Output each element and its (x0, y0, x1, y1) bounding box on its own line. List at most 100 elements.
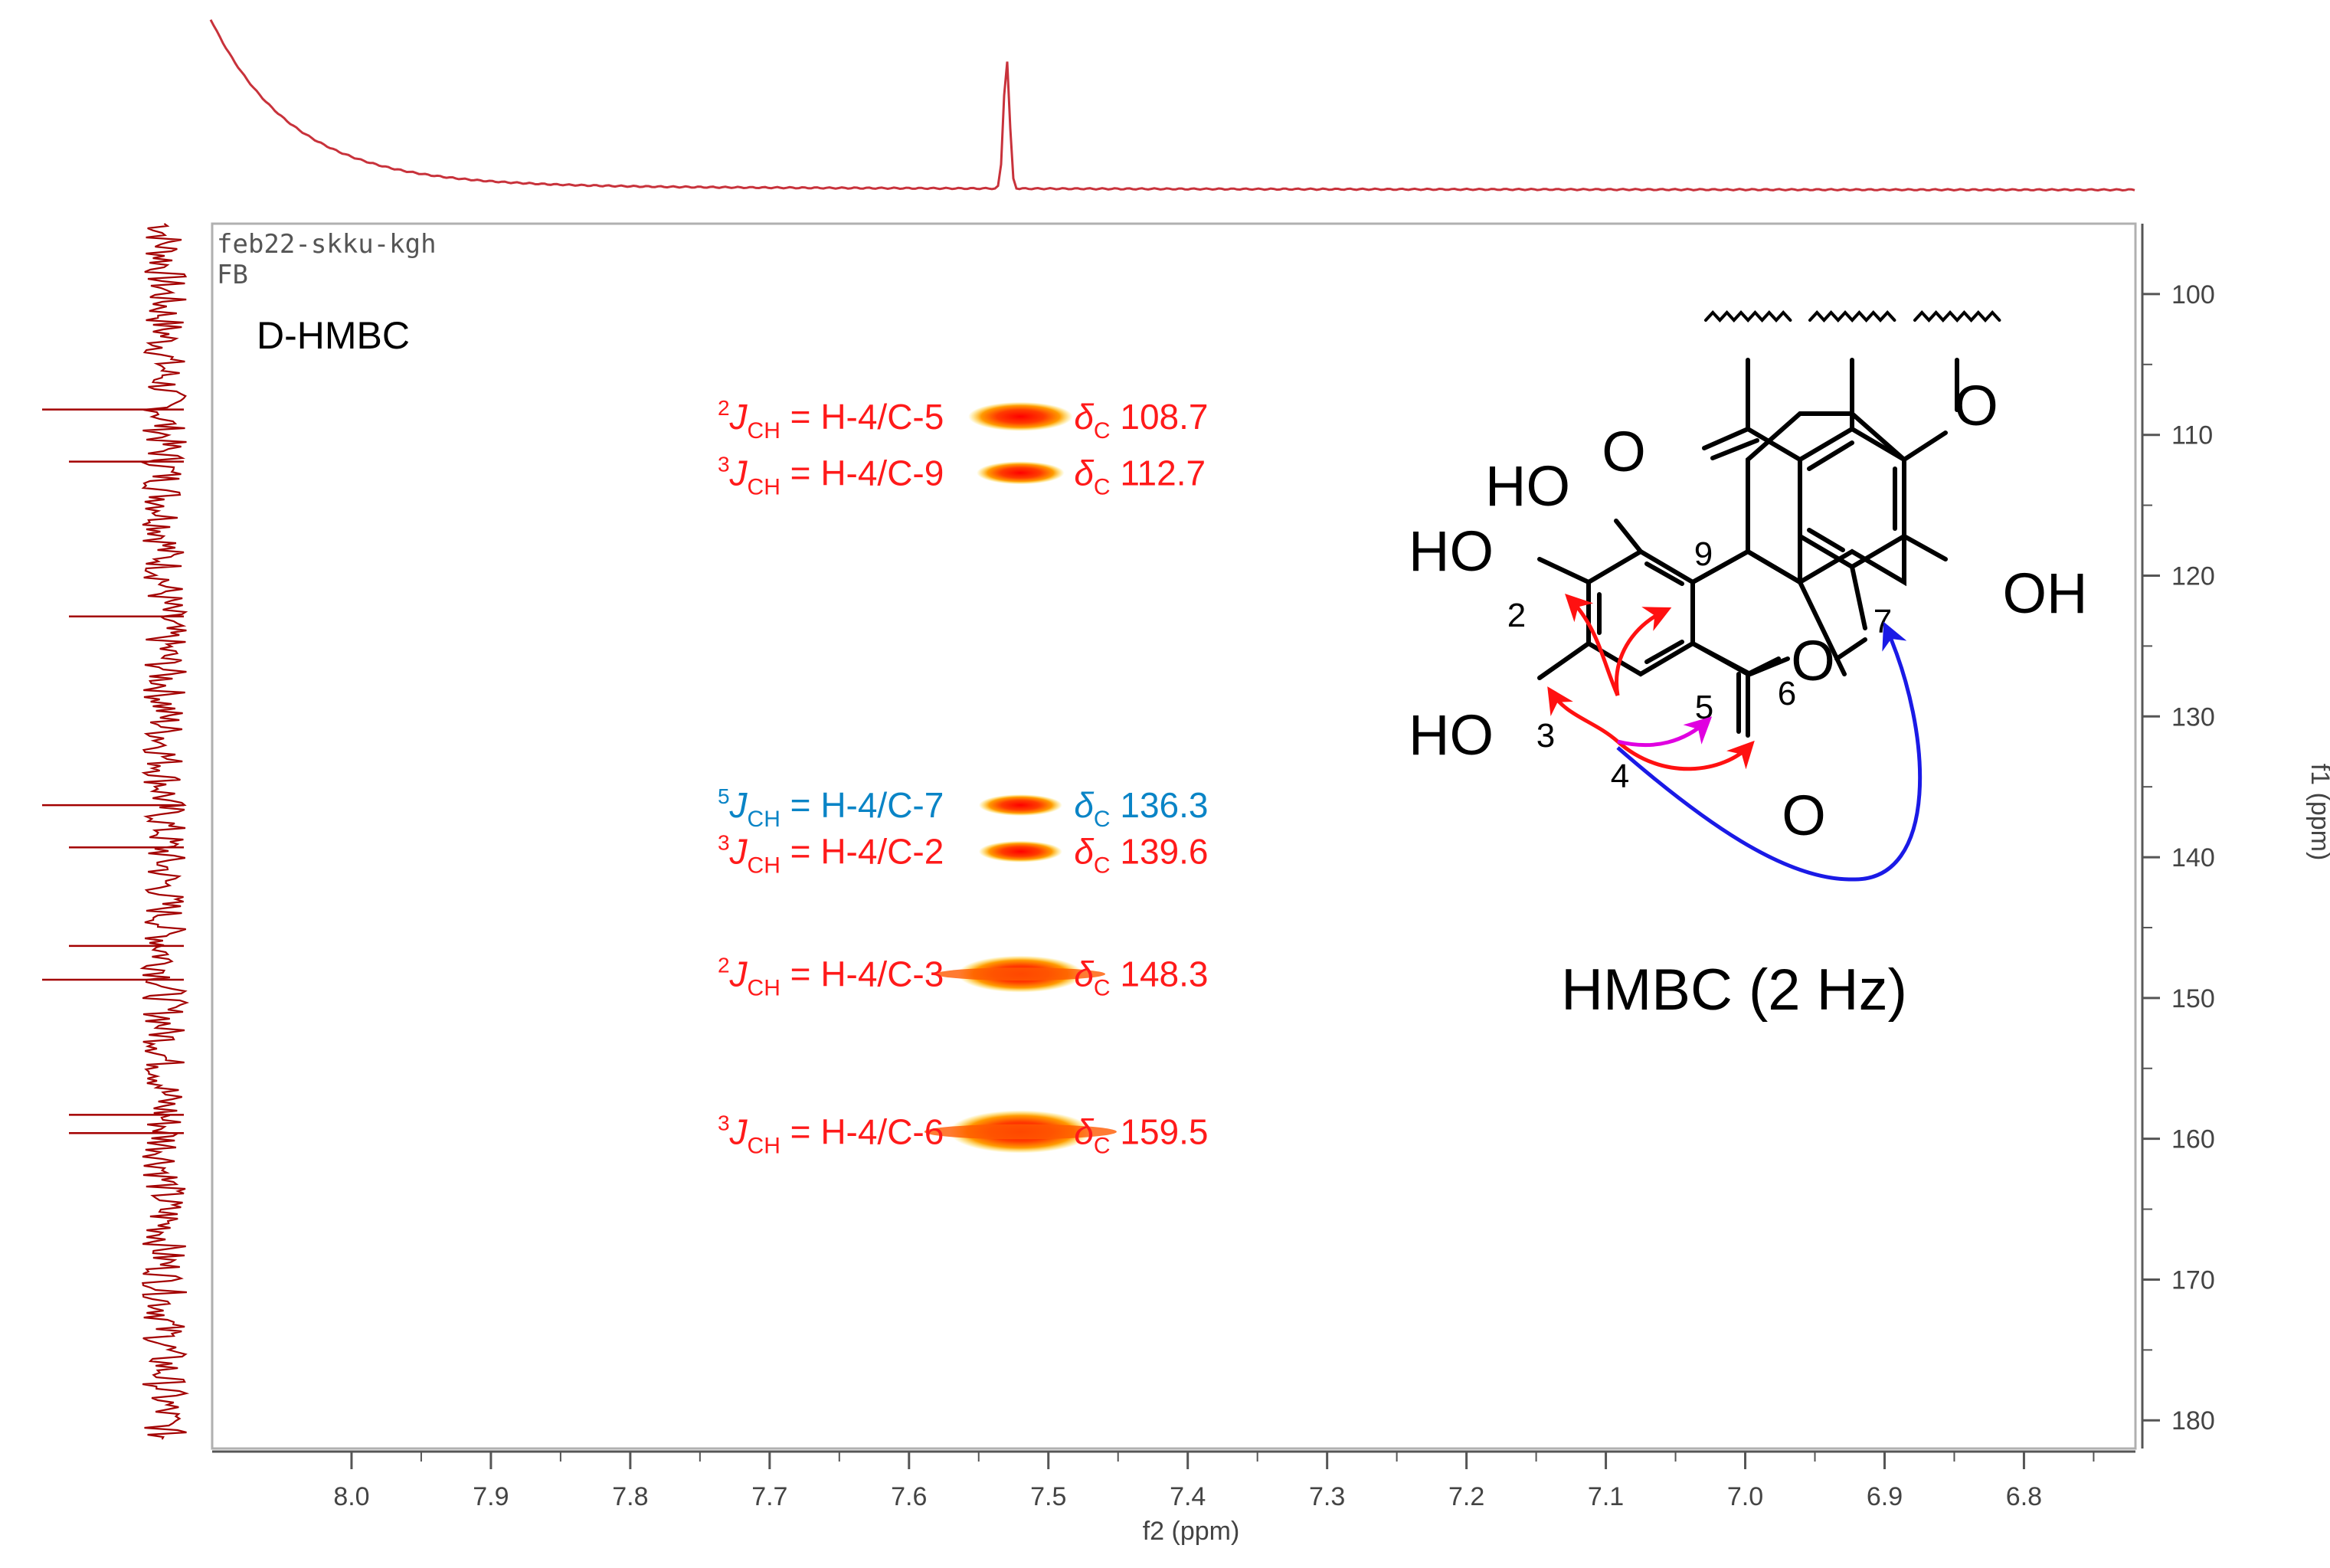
y-tick-label: 170 (2171, 1265, 2215, 1295)
atom-label: OH (2003, 561, 2088, 625)
red-arrow-to-c3 (1547, 686, 1619, 743)
x-tick-label: 7.2 (1448, 1482, 1484, 1511)
cross-peak-1 (977, 461, 1065, 485)
right-ring-bonds (1746, 411, 1906, 587)
cross-peak-tail (924, 1124, 1117, 1140)
x-tick-label: 7.8 (612, 1482, 648, 1511)
atom-label: HO (1409, 703, 1494, 767)
cross-peak-3 (978, 840, 1062, 863)
bond-3 (1690, 549, 1750, 584)
x-tick-label: 7.7 (751, 1482, 787, 1511)
chemical-shift-label: δC 112.7 (1074, 453, 1206, 499)
chemical-shift-label: δC 148.3 (1074, 954, 1208, 1001)
y-tick-label: 110 (2171, 421, 2213, 450)
carbon-projection-noise (139, 223, 190, 1440)
y-tick-label: 130 (2171, 702, 2215, 732)
bond-16 (1807, 440, 1854, 471)
attachment-wavy-0 (1704, 310, 1792, 322)
cross-peak-annotations: 2JCH = H-4/C-5 δC 108.7 3JCH = H-4/C-9 δC 1… (718, 396, 1209, 1159)
y-tick-label: 120 (2171, 561, 2215, 591)
atom-number: 2 (1507, 597, 1526, 634)
x-tick-label: 7.4 (1170, 1482, 1206, 1511)
experiment-id: feb22-skku-kgh (217, 229, 437, 260)
magenta-arrow-to-c5 (1617, 716, 1713, 748)
attachment-wavy-2 (1913, 310, 2001, 322)
x-tick-label: 7.1 (1588, 1482, 1624, 1511)
atom-label: O (1791, 629, 1835, 692)
bond-1 (1537, 557, 1591, 584)
cross-peak-tail (935, 967, 1106, 981)
carbon-projection-trace (42, 223, 190, 1440)
chemical-shift-label: δC 108.7 (1074, 397, 1208, 444)
x-tick-label: 8.0 (333, 1482, 369, 1511)
atom-number: 6 (1778, 675, 1796, 712)
bond-18 (1807, 528, 1845, 552)
x-tick-label: 6.9 (1867, 1482, 1903, 1511)
y-axis: 100 110 120 130 140 150 160 170 180 (2141, 224, 2215, 1449)
coupling-label: 3JCH = H-4/C-9 (718, 452, 944, 499)
x-tick-label: 7.5 (1030, 1482, 1066, 1511)
atom-number: 5 (1695, 689, 1713, 726)
bond-27 (1902, 534, 1948, 561)
atom-label: HO (1485, 454, 1570, 518)
y-axis-label: f1 (ppm) (2305, 764, 2330, 861)
chemical-shift-label: δC 139.6 (1074, 832, 1208, 879)
x-tick-label: 7.3 (1309, 1482, 1345, 1511)
bond-14 (1850, 534, 1906, 569)
red-arrow-to-c6 (1616, 740, 1755, 771)
attachment-wavy-1 (1808, 310, 1896, 322)
x-axis-label: f2 (ppm) (1143, 1517, 1240, 1546)
blue-arrow-to-c7 (1616, 621, 1923, 882)
coupling-label: 2JCH = H-4/C-5 (718, 396, 944, 444)
structure-bond-lines (1537, 310, 2001, 738)
atom-label: O (1782, 784, 1826, 847)
y-tick-label: 150 (2171, 984, 2215, 1013)
plot-frame (211, 222, 2137, 1450)
x-axis: 8.0 7.9 7.8 7.7 7.6 7.5 7.4 7.3 7.2 7.1 7.0 6.9 6.8 (212, 1450, 2135, 1511)
atom-label: O (1602, 420, 1646, 483)
cross-peaks (924, 401, 1117, 1154)
coupling-label: 2JCH = H-4/C-3 (718, 954, 944, 1001)
y-tick-label: 100 (2171, 280, 2215, 309)
x-tick-label: 7.0 (1727, 1482, 1763, 1511)
y-tick-label: 140 (2171, 843, 2215, 872)
bond-20 (1746, 427, 1802, 462)
cross-peak-0 (968, 401, 1073, 431)
y-tick-label: 180 (2171, 1406, 2215, 1435)
atom-label: O (1954, 374, 1998, 437)
bond-0 (1614, 519, 1643, 554)
atom-number: 4 (1611, 758, 1629, 795)
bond-11 (1798, 427, 1854, 462)
structure-caption: HMBC (2 Hz) (1561, 957, 1907, 1023)
left-ring-inner-bonds (1597, 561, 1684, 664)
bond-8 (1746, 656, 1781, 676)
bond-9 (1834, 637, 1867, 661)
x-tick-label: 6.8 (2006, 1482, 2042, 1511)
bond-15 (1798, 534, 1854, 569)
red-arrow-to-c9 (1615, 607, 1672, 696)
coupling-label: 3JCH = H-4/C-6 (718, 1111, 944, 1158)
bond-23 (1710, 438, 1759, 460)
red-arrow-to-c2 (1565, 594, 1620, 696)
atom-number: 9 (1694, 535, 1713, 573)
y-tick-label: 160 (2171, 1125, 2215, 1154)
experiment-name: D-HMBC (257, 314, 410, 357)
bond-12 (1850, 427, 1906, 462)
bond-2 (1537, 641, 1591, 680)
hmbc-correlation-arrows (1547, 594, 1923, 882)
bond-4 (1746, 549, 1802, 584)
bond-5 (1690, 641, 1750, 676)
coupling-label: 5JCH = H-4/C-7 (718, 784, 944, 832)
bond-22 (1702, 427, 1750, 450)
atom-number: 3 (1536, 717, 1555, 755)
chemical-shift-label: δC 136.3 (1074, 785, 1208, 832)
cross-peak-2 (978, 794, 1062, 817)
bond-19 (1850, 565, 1867, 630)
x-tick-label: 7.6 (891, 1482, 927, 1511)
x-tick-label: 7.9 (473, 1482, 509, 1511)
chemical-shift-label: δC 159.5 (1074, 1111, 1208, 1158)
proton-projection-trace (209, 19, 2135, 192)
bond-25 (1902, 430, 1948, 462)
experiment-sample: FB (217, 260, 248, 290)
